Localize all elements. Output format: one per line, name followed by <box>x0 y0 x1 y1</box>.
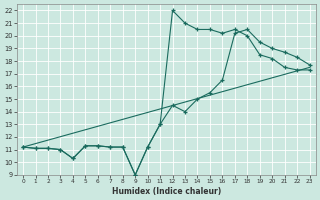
X-axis label: Humidex (Indice chaleur): Humidex (Indice chaleur) <box>112 187 221 196</box>
